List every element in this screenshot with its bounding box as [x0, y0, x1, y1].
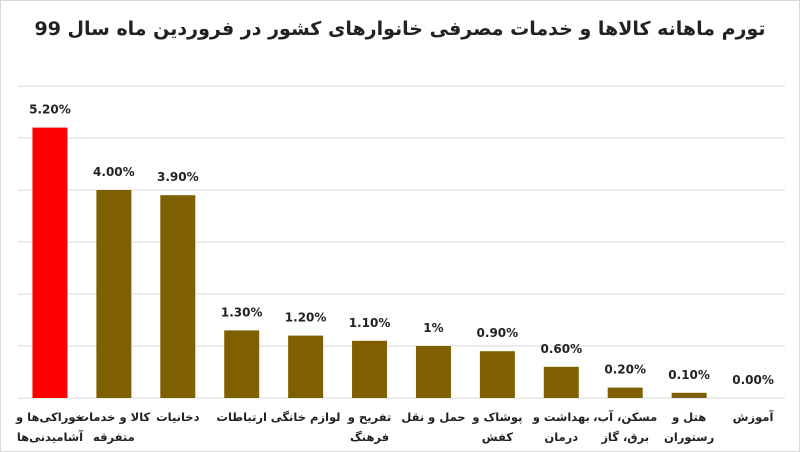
x-tick-label: خوراکی‌ها و	[15, 410, 84, 425]
x-tick-label: برق، گاز	[600, 430, 649, 444]
bar	[671, 392, 707, 398]
x-tick-label: دخانیات	[156, 410, 199, 424]
x-tick-label: رستوران	[664, 430, 714, 445]
x-tick-label: متفرقه	[93, 430, 135, 444]
bar	[607, 387, 643, 398]
x-tick-label: تفریح و	[347, 410, 392, 425]
data-label: 5.20%	[29, 103, 71, 117]
data-label: 0.90%	[477, 326, 519, 340]
x-tick-label: ارتباطات	[216, 410, 267, 424]
chart-title: تورم ماهانه کالاها و خدمات مصرفی خانواره…	[34, 18, 766, 40]
data-label: 1%	[423, 321, 443, 335]
x-tick-label: فرهنگ	[350, 430, 389, 444]
bar	[224, 330, 260, 398]
x-tick-label: مسکن، آب،	[593, 410, 657, 424]
x-tick-label: بهداشت و	[532, 410, 590, 425]
x-tick-label: حمل و نقل	[401, 410, 465, 425]
data-label: 1.20%	[285, 311, 327, 325]
data-label: 0.20%	[604, 363, 646, 377]
bar	[543, 366, 579, 398]
bar	[352, 340, 388, 398]
x-tick-label: هتل و	[671, 410, 706, 425]
data-label: 3.90%	[157, 170, 199, 184]
data-label: 1.30%	[221, 305, 263, 319]
bar	[160, 195, 196, 398]
data-label: 0.10%	[668, 368, 710, 382]
bar	[32, 127, 68, 398]
bar	[479, 351, 515, 398]
data-label: 4.00%	[93, 165, 135, 179]
bar	[96, 190, 132, 398]
bar	[288, 335, 324, 398]
x-tick-label: لوازم خانگی	[271, 410, 341, 425]
x-tick-label: پوشاک و	[471, 410, 522, 425]
x-tick-label: آشامیدنی‌ها	[17, 430, 84, 444]
x-tick-label: درمان	[544, 430, 578, 444]
bar	[415, 346, 451, 398]
x-tick-label: کفش	[482, 430, 514, 444]
x-tick-label: آموزش	[733, 410, 775, 425]
data-label: 0.00%	[732, 373, 774, 387]
x-tick-label: کالا و خدمات	[78, 410, 151, 425]
data-label: 0.60%	[540, 342, 582, 356]
data-label: 1.10%	[349, 316, 391, 330]
